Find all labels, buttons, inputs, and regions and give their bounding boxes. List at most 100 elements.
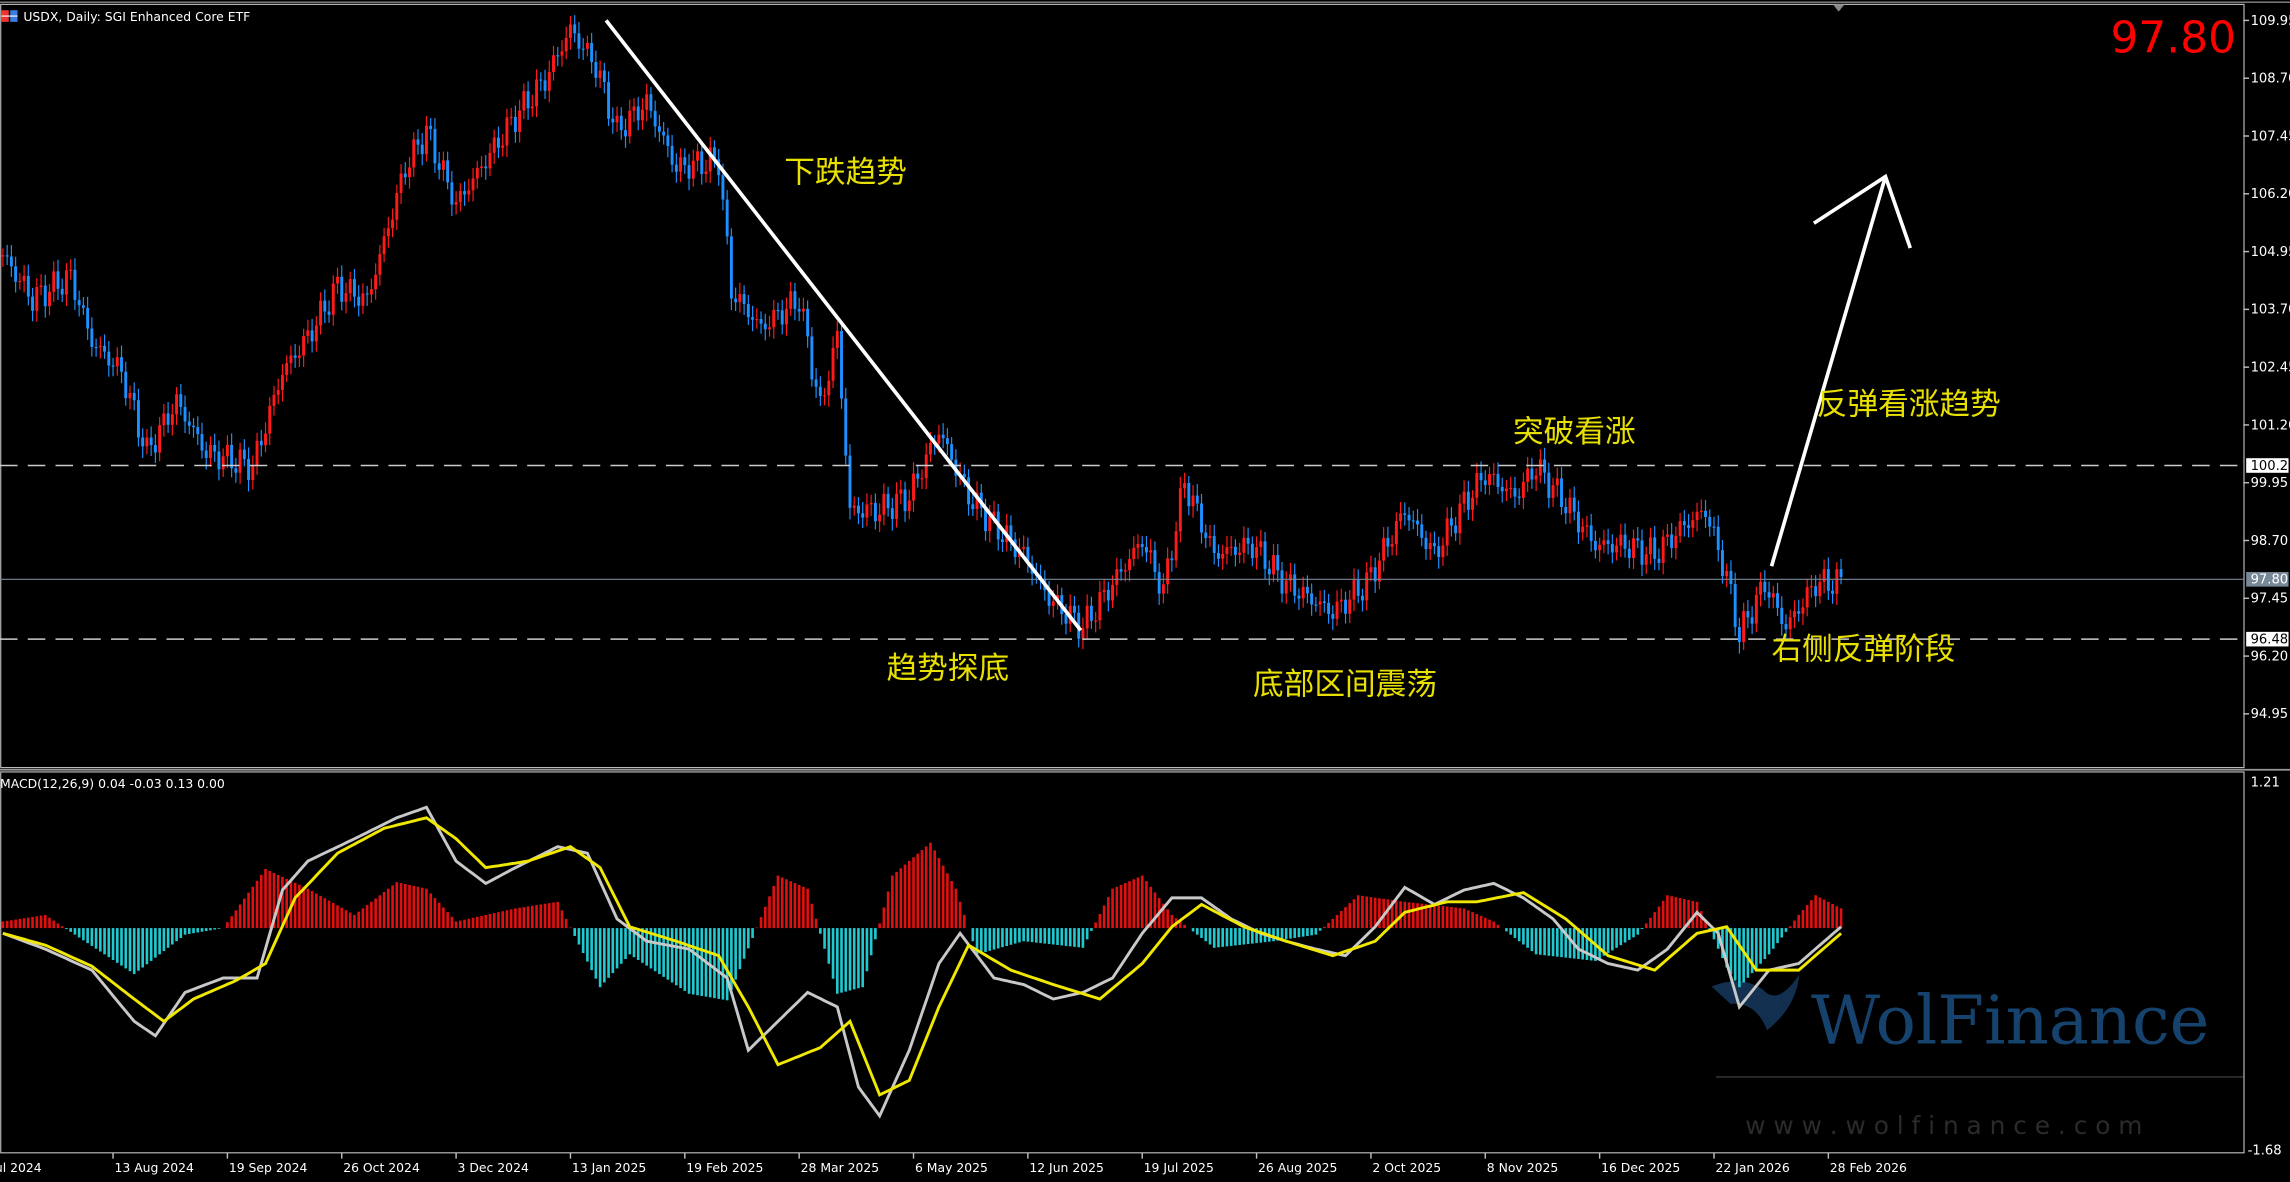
histogram-bar bbox=[1441, 906, 1445, 929]
histogram-bar bbox=[1475, 914, 1479, 929]
candle bbox=[1348, 590, 1352, 624]
candle bbox=[662, 121, 666, 145]
histogram-bar bbox=[1039, 928, 1042, 944]
histogram-bar bbox=[187, 928, 191, 934]
candle bbox=[348, 271, 352, 302]
candle bbox=[14, 256, 18, 293]
candle bbox=[1229, 536, 1233, 556]
candle bbox=[1115, 557, 1119, 597]
price-axis[interactable]: 109.95 108.70 107.45 106.20 104.95 103.70 102.… bbox=[2243, 14, 2290, 722]
candle bbox=[1204, 524, 1208, 549]
candle bbox=[1754, 586, 1758, 633]
candle bbox=[1602, 529, 1606, 554]
time-tick-label: 8 Nov 2025 bbox=[1487, 1160, 1559, 1175]
histogram-bar bbox=[1517, 928, 1521, 942]
candle bbox=[683, 148, 687, 174]
candle bbox=[1496, 462, 1500, 495]
histogram-bar bbox=[323, 898, 327, 929]
histogram-bar bbox=[99, 928, 102, 952]
candle bbox=[488, 143, 492, 176]
histogram-bar bbox=[1255, 928, 1258, 944]
histogram-bar bbox=[484, 914, 488, 929]
histogram-bar bbox=[933, 850, 937, 929]
candle bbox=[1365, 562, 1369, 611]
macd-pane-frame bbox=[0, 771, 2245, 1154]
candle bbox=[1585, 515, 1589, 538]
candle bbox=[789, 281, 793, 316]
candle bbox=[1483, 470, 1487, 495]
candle bbox=[1339, 588, 1343, 613]
downtrend-line[interactable] bbox=[604, 19, 1083, 632]
support-label: 96.48 bbox=[2251, 633, 2289, 648]
histogram-bar bbox=[1081, 928, 1085, 948]
histogram-bar bbox=[1246, 928, 1250, 945]
histogram-bar bbox=[1814, 895, 1817, 929]
candle bbox=[1301, 576, 1305, 608]
candle bbox=[336, 267, 339, 295]
price-tick-label: 106.20 bbox=[2251, 187, 2290, 202]
histogram-bar bbox=[505, 910, 509, 929]
candle bbox=[1305, 575, 1309, 604]
candle bbox=[1636, 526, 1640, 549]
histogram-bar bbox=[1259, 928, 1263, 943]
time-axis[interactable]: Jul 2024 13 Aug 2024 19 Sep 2024 26 Oct 202… bbox=[0, 1152, 1907, 1175]
candle bbox=[738, 282, 742, 313]
histogram-bar bbox=[1420, 903, 1424, 929]
price-tick-label: 94.95 bbox=[2251, 707, 2289, 722]
candle bbox=[784, 297, 788, 336]
histogram-bar bbox=[1179, 921, 1182, 929]
histogram-bar bbox=[450, 916, 454, 929]
time-tick-label: 19 Jul 2025 bbox=[1144, 1160, 1214, 1175]
histogram-bar bbox=[69, 928, 73, 932]
histogram-bar bbox=[895, 871, 898, 929]
histogram-bar bbox=[492, 913, 496, 929]
candle bbox=[1665, 524, 1669, 547]
candle bbox=[1166, 547, 1170, 594]
candle bbox=[120, 345, 123, 384]
histogram-bar bbox=[31, 916, 34, 929]
watermark-brand: WolFinance bbox=[1811, 981, 2209, 1059]
histogram-bar bbox=[234, 910, 238, 929]
histogram-bar bbox=[1801, 910, 1805, 929]
candle bbox=[971, 493, 975, 517]
candle bbox=[1441, 537, 1445, 566]
candle bbox=[35, 278, 39, 322]
candle bbox=[1543, 447, 1547, 484]
candle bbox=[1369, 555, 1373, 582]
histogram-bar bbox=[247, 892, 250, 929]
histogram-bar bbox=[226, 922, 229, 929]
histogram-bar bbox=[137, 928, 140, 971]
candle bbox=[645, 83, 649, 122]
macd-axis-max: 1.21 bbox=[2251, 776, 2280, 791]
histogram-bar bbox=[77, 928, 81, 938]
histogram-bar bbox=[1119, 884, 1123, 929]
histogram-bar bbox=[1712, 928, 1716, 940]
candle bbox=[327, 300, 331, 323]
histogram-bar bbox=[497, 912, 500, 929]
histogram-bar bbox=[1365, 896, 1369, 929]
histogram-bar bbox=[90, 928, 94, 946]
histogram-bar bbox=[175, 928, 178, 942]
histogram-bar bbox=[840, 928, 843, 993]
chart-shift-marker[interactable] bbox=[1832, 4, 1845, 12]
candle bbox=[1568, 489, 1572, 524]
histogram-bar bbox=[569, 927, 572, 929]
histogram-bar bbox=[518, 907, 521, 929]
bullish-arrow[interactable] bbox=[1769, 173, 1913, 567]
histogram-bar bbox=[22, 918, 26, 929]
candle bbox=[1555, 467, 1559, 497]
candle bbox=[1225, 535, 1229, 565]
histogram-bar bbox=[1407, 902, 1411, 929]
candle bbox=[153, 434, 157, 463]
candle bbox=[560, 40, 564, 67]
annotation-right-side-rebound: 右侧反弹阶段 bbox=[1772, 633, 1956, 668]
candle bbox=[708, 136, 712, 183]
candle bbox=[1344, 591, 1347, 624]
candle bbox=[1801, 598, 1805, 626]
candle bbox=[1598, 537, 1602, 562]
histogram-bar bbox=[848, 928, 852, 991]
candle bbox=[103, 334, 107, 359]
candle bbox=[395, 184, 399, 230]
candle bbox=[1712, 516, 1716, 537]
